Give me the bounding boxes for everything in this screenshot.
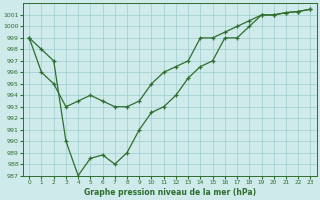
X-axis label: Graphe pression niveau de la mer (hPa): Graphe pression niveau de la mer (hPa)	[84, 188, 256, 197]
